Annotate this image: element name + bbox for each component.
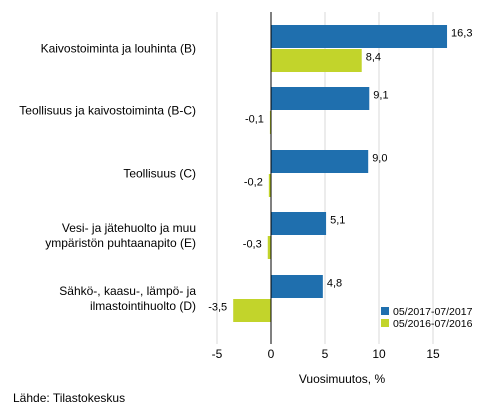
x-tick-label: 15 <box>426 347 440 361</box>
bar-series-2 <box>233 299 271 322</box>
legend-label: 05/2016-07/2016 <box>393 318 473 330</box>
bar-series-1 <box>271 87 370 110</box>
value-label: 8,4 <box>366 52 381 64</box>
bars <box>233 25 448 322</box>
x-tick-label: 10 <box>372 347 386 361</box>
value-label: 9,0 <box>372 153 387 165</box>
value-label: 9,1 <box>373 90 388 102</box>
bar-series-1 <box>271 25 448 48</box>
category-labels: Kaivostoiminta ja louhinta (B) Teollisuus… <box>19 42 196 314</box>
category-label: ilmastointihuolto (D) <box>90 299 196 313</box>
bar-series-2 <box>271 49 362 72</box>
category-label: Sähkö-, kaasu-, lämpö- ja <box>59 284 196 298</box>
legend-swatch <box>381 307 389 315</box>
value-label: 5,1 <box>330 215 345 227</box>
value-label: 16,3 <box>451 28 472 40</box>
category-label: ympäristön puhtaanapito (E) <box>45 236 196 250</box>
legend-label: 05/2017-07/2017 <box>393 306 473 318</box>
category-label: Vesi- ja jätehuolto ja muu <box>62 221 196 235</box>
x-tick-label: -5 <box>212 347 223 361</box>
x-tick-label: 5 <box>322 347 329 361</box>
bar-series-2 <box>268 174 271 197</box>
category-label: Kaivostoiminta ja louhinta (B) <box>41 42 196 56</box>
bar-series-1 <box>271 150 369 173</box>
x-tick-labels: -5 0 5 10 15 <box>212 347 440 361</box>
legend-swatch <box>381 319 389 327</box>
value-labels: 16,3 9,1 9,0 5,1 4,8 8,4 -0,1 -0,2 -0,3 -3,5 <box>208 28 472 314</box>
value-label: -0,2 <box>244 177 263 189</box>
bar-series-1 <box>271 212 327 235</box>
value-label: -0,3 <box>243 239 262 251</box>
category-label: Teollisuus (C) <box>123 167 196 181</box>
bar-series-2 <box>267 236 271 259</box>
x-axis-label: Vuosimuutos, % <box>299 372 386 386</box>
value-label: 4,8 <box>327 278 342 290</box>
category-label: Teollisuus ja kaivostoiminta (B-C) <box>19 104 196 118</box>
source-note: Lähde: Tilastokeskus <box>13 391 126 405</box>
x-tick-label: 0 <box>268 347 275 361</box>
value-label: -3,5 <box>208 302 227 314</box>
value-label: -0,1 <box>245 114 264 126</box>
bar-series-1 <box>271 275 323 298</box>
